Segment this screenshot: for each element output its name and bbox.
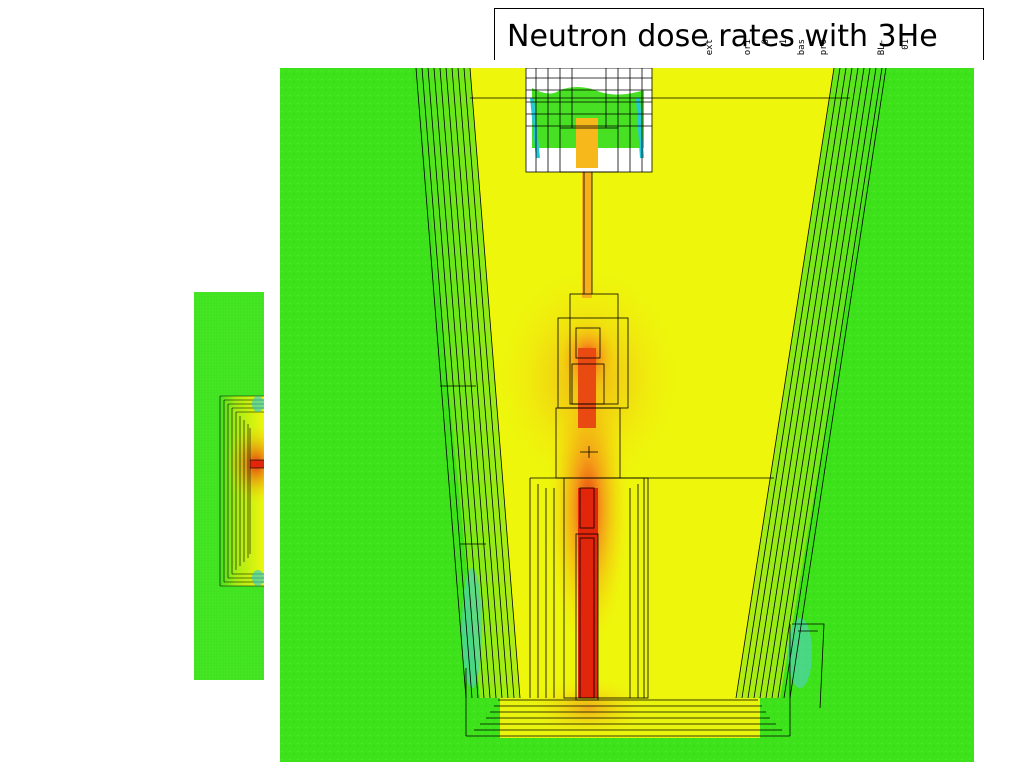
- geometry-label: 0: [761, 39, 771, 45]
- left-shield-wall: [416, 68, 520, 698]
- slide-title: Neutron dose rates with 3He: [507, 19, 938, 54]
- beam-pipe-lower: [578, 488, 598, 698]
- geometry-label: 01: [901, 39, 911, 50]
- side-view-svg: [194, 292, 264, 680]
- slide-title-box: Neutron dose rates with 3He ext ori 0 1 …: [494, 8, 984, 60]
- dose-rate-map-svg: [280, 68, 974, 762]
- geometry-outlines: [415, 68, 887, 737]
- geometry-label: ext: [705, 39, 715, 56]
- geometry-label: ori: [743, 39, 753, 56]
- geometry-label: BL-: [877, 39, 887, 56]
- geometry-label: 1: [779, 39, 789, 45]
- geometry-label: pro: [819, 39, 829, 56]
- beam-pipe-upper: [582, 128, 592, 298]
- right-shield-wall: [736, 68, 886, 698]
- dose-rate-map-top-view: [280, 68, 974, 762]
- geometry-label: bas: [797, 39, 807, 56]
- geometry-label-strip: ext ori 0 1 bas pro BL- 01: [695, 39, 915, 60]
- dose-rate-map-side-view: [194, 292, 264, 680]
